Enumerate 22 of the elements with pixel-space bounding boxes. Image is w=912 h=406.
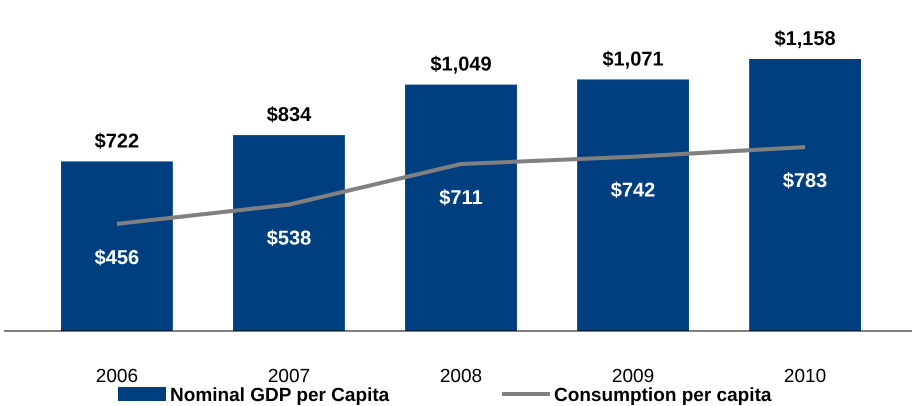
- bar: [749, 59, 861, 331]
- data-label: $1,071: [602, 48, 664, 70]
- bar: [61, 161, 173, 331]
- x-tick-label: 2009: [612, 366, 654, 387]
- data-label: $711: [439, 186, 483, 209]
- legend-label: Nominal GDP per Capita: [170, 385, 390, 406]
- x-tick-label: 2007: [268, 366, 310, 387]
- data-label: $834: [266, 104, 312, 126]
- bar: [577, 79, 689, 331]
- bar: [233, 135, 345, 331]
- data-label: $1,158: [774, 28, 836, 50]
- bar: [405, 84, 517, 331]
- data-label: $456: [94, 246, 140, 269]
- x-tick-label: 2008: [440, 366, 482, 387]
- data-label: $1,049: [430, 54, 492, 76]
- data-label: $538: [266, 228, 312, 250]
- legend-label: Consumption per capita: [554, 385, 772, 406]
- data-label: $742: [610, 180, 656, 202]
- x-tick-label: 2006: [96, 366, 138, 387]
- data-label: $722: [94, 130, 140, 152]
- data-label: $783: [782, 170, 828, 192]
- x-tick-label: 2010: [784, 366, 826, 387]
